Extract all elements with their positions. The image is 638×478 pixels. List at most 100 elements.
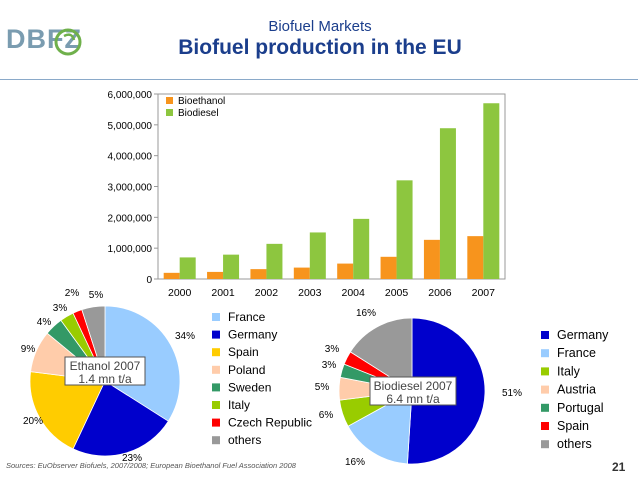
pie-caption-line1: Biodiesel 2007 [374, 379, 453, 393]
legend-label: Poland [228, 363, 265, 377]
legend-swatch [166, 109, 173, 116]
pie-slice-france [347, 390, 413, 465]
bar-biodiesel [439, 128, 456, 279]
x-tick-label: 2004 [342, 287, 366, 299]
pie-slice-label: 16% [356, 308, 376, 319]
bar-bioethanol [467, 236, 484, 279]
logo-leaf-icon [54, 28, 82, 56]
bar-biodiesel [266, 243, 283, 279]
legend-swatch [541, 440, 549, 449]
legend-label: Bioethanol [178, 96, 225, 107]
legend-label: Germany [557, 328, 609, 342]
pie-slice-label: 6% [319, 410, 334, 421]
x-tick-label: 2002 [255, 287, 279, 299]
legend-swatch [212, 383, 220, 392]
legend-swatch [212, 330, 220, 339]
sources-footnote: Sources: EuObserver Biofuels, 2007/2008;… [6, 461, 296, 470]
legend-swatch [166, 97, 173, 104]
bar-biodiesel [223, 254, 240, 279]
legend-label: Austria [557, 383, 596, 397]
bar-bioethanol [250, 269, 267, 279]
x-tick-label: 2005 [385, 287, 409, 299]
pie-slice-label: 2% [65, 288, 80, 299]
x-tick-label: 2003 [298, 287, 322, 299]
x-tick-label: 2007 [472, 287, 496, 299]
legend-label: Italy [228, 398, 250, 412]
y-tick-label: 3,000,000 [108, 183, 153, 194]
legend-label: Sweden [228, 380, 271, 394]
bar-chart: 0 1,000,000 2,000,000 3,000,000 4,000,000 5,0… [108, 90, 506, 299]
legend-label: Germany [228, 328, 277, 342]
legend-label: Spain [557, 419, 589, 433]
pie-slice-label: 3% [53, 303, 68, 314]
bar-bioethanol [163, 272, 180, 279]
biodiesel-legend: Germany France Italy Austria Portugal Spain ot… [541, 328, 609, 451]
y-tick-label: 0 [146, 275, 152, 286]
pie-slice-label: 16% [345, 457, 365, 468]
pie-slice-label: 20% [23, 416, 43, 427]
pie-slice-label: 5% [315, 382, 330, 393]
bar-bioethanol [207, 271, 224, 279]
pie-slice-spain [29, 371, 106, 450]
x-tick-label: 2006 [428, 287, 452, 299]
legend-label: Spain [228, 345, 259, 359]
legend-label: France [228, 310, 266, 324]
pie-slice-label: 4% [37, 317, 52, 328]
y-tick-label: 5,000,000 [108, 121, 153, 132]
y-tick-label: 1,000,000 [108, 244, 153, 255]
legend-label: Italy [557, 364, 581, 378]
y-tick-label: 2,000,000 [108, 213, 153, 224]
pie-caption-line2: 6.4 mn t/a [386, 392, 440, 406]
dbfz-logo: DBFZ [6, 8, 96, 58]
bar-bioethanol [293, 267, 310, 279]
pie-caption-box [64, 356, 146, 386]
bar-biodiesel [309, 232, 326, 279]
slide-title: Biofuel production in the EU [178, 36, 462, 59]
legend-swatch [212, 348, 220, 357]
bar-biodiesel [483, 103, 500, 279]
legend-swatch [212, 401, 220, 409]
legend-label: Biodiesel [178, 108, 219, 119]
legend-swatch [541, 385, 549, 394]
pie-slice-others [349, 317, 413, 392]
legend-swatch [212, 436, 220, 445]
legend-label: Portugal [557, 401, 604, 415]
pie-caption-box [369, 376, 457, 406]
legend-swatch [541, 331, 549, 339]
pie-slice-label: 3% [325, 344, 340, 355]
bar-biodiesel [353, 218, 370, 279]
pie-caption-line2: 1.4 mn t/a [78, 372, 132, 386]
pie-caption-line1: Ethanol 2007 [70, 359, 141, 373]
bar-bioethanol [380, 256, 397, 279]
legend-label: France [557, 346, 596, 360]
bar-biodiesel [396, 180, 413, 279]
pie-slice-label: 9% [21, 344, 36, 355]
legend-swatch [212, 365, 220, 374]
bar-biodiesel [179, 257, 196, 279]
pie-slice-label: 3% [322, 360, 337, 371]
ethanol-legend: France Germany Spain Poland Sweden Italy Czech… [212, 310, 312, 447]
pie-slice-label: 23% [122, 453, 142, 464]
legend-label: others [228, 433, 261, 447]
legend-swatch [212, 418, 220, 427]
pie-slice-label: 5% [89, 290, 104, 301]
pie-slice-germany [72, 380, 169, 457]
y-tick-label: 4,000,000 [108, 152, 153, 163]
legend-swatch [541, 367, 549, 376]
x-tick-label: 2001 [211, 287, 235, 299]
legend-swatch [541, 403, 549, 412]
legend-label: others [557, 437, 592, 451]
page-number: 21 [612, 460, 626, 474]
y-tick-label: 6,000,000 [108, 90, 153, 101]
pie-slice-label: 51% [502, 388, 522, 399]
pie-slice-label: 34% [175, 331, 195, 342]
legend-swatch [212, 313, 220, 321]
legend-label: Czech Republic [228, 416, 312, 430]
title-divider [0, 79, 638, 80]
bar-bioethanol [337, 263, 354, 279]
slide-subtitle: Biofuel Markets [268, 18, 372, 35]
legend-swatch [541, 349, 549, 358]
